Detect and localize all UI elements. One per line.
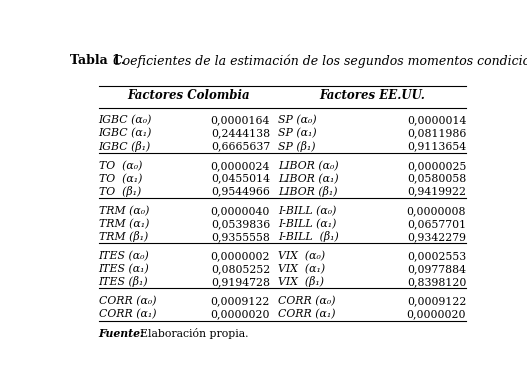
- Text: 0,8398120: 0,8398120: [407, 277, 466, 287]
- Text: 0,0455014: 0,0455014: [211, 173, 270, 184]
- Text: VIX  (α₁): VIX (α₁): [278, 264, 325, 274]
- Text: TRM (β₁): TRM (β₁): [99, 231, 148, 242]
- Text: CORR (α₀): CORR (α₀): [278, 296, 336, 307]
- Text: IGBC (α₀): IGBC (α₀): [99, 116, 152, 126]
- Text: 0,0000024: 0,0000024: [211, 161, 270, 171]
- Text: Factores EE.UU.: Factores EE.UU.: [319, 89, 425, 102]
- Text: TO  (α₀): TO (α₀): [99, 161, 142, 171]
- Text: SP (α₀): SP (α₀): [278, 116, 317, 126]
- Text: ITES (α₁): ITES (α₁): [99, 264, 149, 274]
- Text: 0,0009122: 0,0009122: [211, 296, 270, 307]
- Text: Tabla 1.: Tabla 1.: [70, 54, 125, 67]
- Text: ITES (β₁): ITES (β₁): [99, 277, 148, 287]
- Text: 0,0000008: 0,0000008: [407, 206, 466, 216]
- Text: TO  (α₁): TO (α₁): [99, 173, 142, 184]
- Text: CORR (α₀): CORR (α₀): [99, 296, 156, 307]
- Text: Factores Colombia: Factores Colombia: [127, 89, 250, 102]
- Text: 0,0009122: 0,0009122: [407, 296, 466, 307]
- Text: VIX  (α₀): VIX (α₀): [278, 251, 325, 261]
- Text: 0,0000014: 0,0000014: [407, 116, 466, 126]
- Text: LIBOR (β₁): LIBOR (β₁): [278, 186, 338, 197]
- Text: 0,9194728: 0,9194728: [211, 277, 270, 287]
- Text: Elaboración propia.: Elaboración propia.: [133, 328, 249, 339]
- Text: Coeficientes de la estimación de los segundos momentos condicionales: Coeficientes de la estimación de los seg…: [109, 54, 527, 68]
- Text: SP (β₁): SP (β₁): [278, 141, 316, 152]
- Text: TRM (α₀): TRM (α₀): [99, 206, 149, 216]
- Text: 0,2444138: 0,2444138: [211, 128, 270, 138]
- Text: 0,9419922: 0,9419922: [407, 186, 466, 196]
- Text: Fuente:: Fuente:: [99, 328, 144, 339]
- Text: 0,9355558: 0,9355558: [211, 232, 270, 242]
- Text: TO  (β₁): TO (β₁): [99, 186, 141, 197]
- Text: 0,0000164: 0,0000164: [211, 116, 270, 126]
- Text: 0,0002553: 0,0002553: [407, 251, 466, 261]
- Text: I-BILL  (β₁): I-BILL (β₁): [278, 231, 339, 242]
- Text: 0,0977884: 0,0977884: [407, 264, 466, 274]
- Text: TRM (α₁): TRM (α₁): [99, 219, 149, 229]
- Text: 0,0000025: 0,0000025: [407, 161, 466, 171]
- Text: IGBC (β₁): IGBC (β₁): [99, 141, 151, 152]
- Text: 0,9342279: 0,9342279: [407, 232, 466, 242]
- Text: SP (α₁): SP (α₁): [278, 128, 317, 138]
- Text: 0,0657701: 0,0657701: [407, 219, 466, 229]
- Text: ITES (α₀): ITES (α₀): [99, 251, 149, 261]
- Text: LIBOR (α₁): LIBOR (α₁): [278, 173, 339, 184]
- Text: 0,0811986: 0,0811986: [407, 128, 466, 138]
- Text: CORR (α₁): CORR (α₁): [278, 309, 336, 319]
- Text: IGBC (α₁): IGBC (α₁): [99, 128, 152, 138]
- Text: 0,9544966: 0,9544966: [211, 186, 270, 196]
- Text: 0,0580058: 0,0580058: [407, 173, 466, 184]
- Text: 0,0539836: 0,0539836: [211, 219, 270, 229]
- Text: 0,6665637: 0,6665637: [211, 141, 270, 151]
- Text: 0,0000020: 0,0000020: [407, 309, 466, 319]
- Text: I-BILL (α₀): I-BILL (α₀): [278, 206, 337, 216]
- Text: I-BILL (α₁): I-BILL (α₁): [278, 219, 337, 229]
- Text: 0,0000020: 0,0000020: [211, 309, 270, 319]
- Text: 0,0000040: 0,0000040: [211, 206, 270, 216]
- Text: CORR (α₁): CORR (α₁): [99, 309, 156, 319]
- Text: 0,0000002: 0,0000002: [211, 251, 270, 261]
- Text: VIX  (β₁): VIX (β₁): [278, 277, 324, 287]
- Text: LIBOR (α₀): LIBOR (α₀): [278, 161, 339, 171]
- Text: 0,0805252: 0,0805252: [211, 264, 270, 274]
- Text: 0,9113654: 0,9113654: [407, 141, 466, 151]
